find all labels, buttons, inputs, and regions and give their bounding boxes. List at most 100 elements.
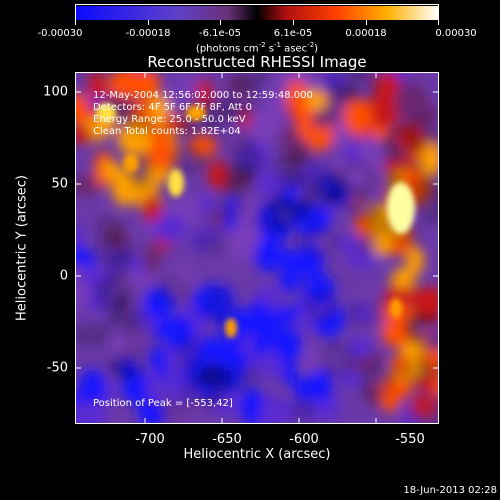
- zero-contour: [301, 230, 338, 254]
- zero-contour: [206, 99, 231, 122]
- intensity-blob: [245, 306, 277, 338]
- zero-contour: [223, 369, 259, 387]
- intensity-blob: [390, 355, 411, 375]
- intensity-blob: [197, 336, 226, 360]
- intensity-peak: [390, 298, 402, 318]
- zero-contour: [195, 371, 228, 404]
- intensity-blob: [145, 369, 163, 405]
- energy-range-label: Energy Range: 25.0 - 50.0 keV: [93, 114, 246, 125]
- colorbar-gradient: [76, 6, 438, 20]
- intensity-map: [76, 73, 438, 423]
- intensity-blob: [76, 399, 102, 423]
- zero-contour: [207, 290, 228, 324]
- peak-position-label: Position of Peak = [-553,42]: [93, 398, 233, 409]
- intensity-blob: [336, 235, 362, 253]
- zero-contour: [180, 339, 200, 371]
- intensity-blob: [303, 346, 323, 373]
- colorbar-tick: [148, 20, 149, 25]
- zero-contour: [128, 326, 150, 354]
- zero-contour: [273, 153, 301, 178]
- intensity-blob: [227, 222, 263, 261]
- intensity-peak: [186, 105, 206, 121]
- zero-contour: [235, 142, 259, 178]
- intensity-blob: [76, 125, 93, 144]
- intensity-blob: [375, 73, 401, 98]
- intensity-blob: [249, 108, 284, 138]
- intensity-blob: [282, 362, 299, 386]
- colorbar-tick: [293, 20, 294, 25]
- intensity-blob: [275, 400, 300, 421]
- zero-contour: [344, 73, 375, 101]
- zero-contour: [160, 403, 191, 421]
- colorbar-tick-label: 6.1e-05: [273, 28, 313, 39]
- intensity-blob: [141, 194, 162, 222]
- intensity-blob: [239, 388, 266, 423]
- colorbar-units: (photons cm-2 s-1 asec-2): [195, 41, 319, 55]
- intensity-peak: [123, 153, 139, 173]
- zero-contour: [195, 234, 226, 251]
- zero-contour: [364, 215, 386, 236]
- intensity-blob: [295, 308, 316, 333]
- zero-contour: [256, 204, 284, 230]
- x-tick-label: -550: [395, 432, 425, 447]
- time-range-label: 12-May-2004 12:56:02.000 to 12:59:48.000: [93, 90, 313, 101]
- intensity-blob: [365, 93, 401, 128]
- intensity-blob: [101, 160, 122, 179]
- intensity-blob: [195, 79, 213, 107]
- clean-counts-label: Clean Total counts: 1.82E+04: [93, 126, 241, 137]
- zero-contour: [406, 312, 430, 344]
- colorbar-tick: [220, 20, 221, 25]
- colorbar-tick: [438, 20, 439, 25]
- colorbar-tick-label: -6.1e-05: [199, 28, 241, 39]
- colorbar-tick-label: 0.00030: [435, 28, 477, 39]
- intensity-blob: [77, 385, 100, 403]
- intensity-blob: [344, 141, 362, 163]
- colorbar-tick: [75, 20, 76, 25]
- intensity-blob: [394, 81, 429, 120]
- zero-contour: [116, 290, 135, 325]
- intensity-blob: [392, 285, 422, 304]
- image-title: Reconstructed RHESSI Image: [147, 53, 367, 71]
- zero-contour: [307, 293, 335, 319]
- zero-contour: [408, 314, 438, 346]
- zero-contour: [110, 354, 142, 380]
- intensity-peak: [168, 169, 184, 197]
- zero-contour: [347, 198, 384, 215]
- zero-contour: [330, 73, 360, 98]
- zero-contour: [384, 127, 421, 156]
- intensity-blob: [281, 247, 299, 287]
- intensity-blob: [76, 224, 86, 254]
- colorbar-tick-label: -0.00018: [125, 28, 171, 39]
- intensity-blob: [345, 251, 379, 269]
- intensity-blob: [293, 202, 330, 238]
- colorbar-tick: [366, 20, 367, 25]
- intensity-blob: [420, 142, 438, 177]
- intensity-blob: [379, 376, 401, 413]
- zero-contour: [76, 326, 110, 344]
- zero-contour: [320, 342, 353, 375]
- intensity-blob: [76, 174, 102, 196]
- intensity-blob: [409, 396, 437, 415]
- zero-contour: [293, 199, 315, 220]
- intensity-blob: [152, 214, 188, 243]
- y-tick-label: -50: [46, 360, 68, 376]
- zero-contour: [398, 361, 430, 380]
- zero-contour: [129, 113, 148, 133]
- intensity-blob: [146, 131, 175, 171]
- zero-contour: [336, 187, 366, 206]
- y-tick-label: 0: [59, 268, 68, 284]
- zero-contour: [221, 187, 245, 219]
- colorbar-tick-label: -0.00030: [37, 28, 83, 39]
- intensity-blob: [406, 246, 424, 275]
- intensity-blob: [305, 367, 333, 407]
- zero-contour: [270, 198, 293, 232]
- intensity-blob: [278, 335, 301, 355]
- zero-contour: [97, 280, 122, 309]
- zero-contour: [348, 303, 382, 327]
- x-tick-label: -650: [212, 432, 242, 447]
- intensity-blob: [345, 102, 363, 133]
- zero-contour: [98, 217, 121, 239]
- intensity-peak: [225, 318, 237, 338]
- intensity-blob: [173, 264, 193, 295]
- x-tick-label: -700: [135, 432, 165, 447]
